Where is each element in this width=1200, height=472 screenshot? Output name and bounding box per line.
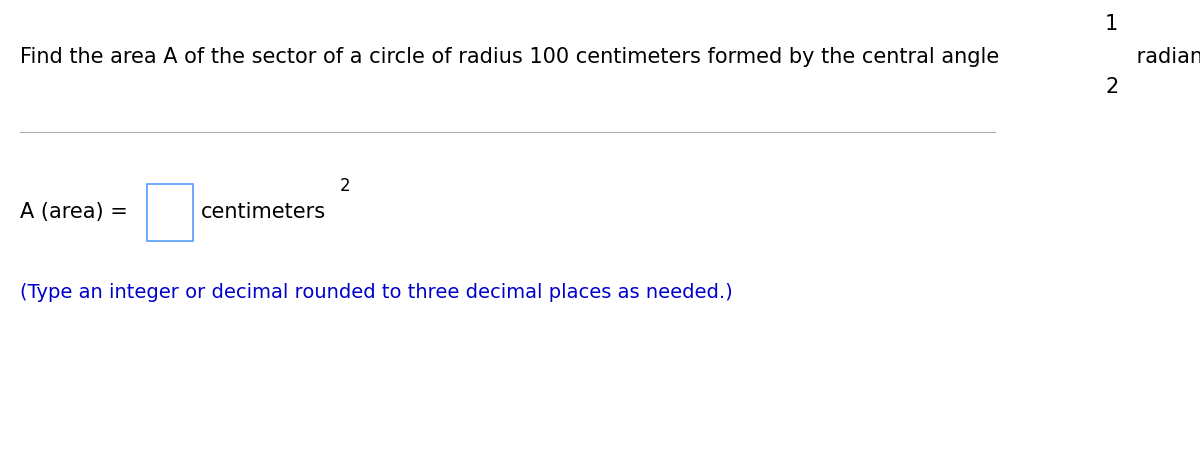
Text: Find the area A of the sector of a circle of radius 100 centimeters formed by th: Find the area A of the sector of a circl… <box>20 47 1006 67</box>
Text: 1: 1 <box>1105 14 1118 34</box>
Text: 2: 2 <box>340 177 350 195</box>
Text: (Type an integer or decimal rounded to three decimal places as needed.): (Type an integer or decimal rounded to t… <box>20 283 733 302</box>
Text: 2: 2 <box>1105 77 1118 97</box>
Text: centimeters: centimeters <box>202 202 326 222</box>
FancyBboxPatch shape <box>148 184 193 241</box>
Text: A (area) =: A (area) = <box>20 202 134 222</box>
Text: radian.: radian. <box>1130 47 1200 67</box>
